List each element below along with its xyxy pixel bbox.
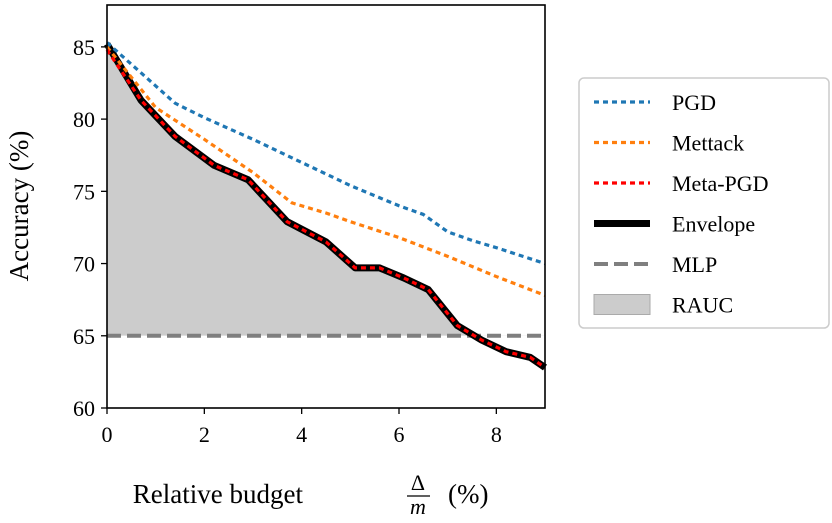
x-tick-label: 6 xyxy=(394,422,405,447)
legend-label: MLP xyxy=(672,252,717,277)
y-axis-label: Accuracy (%) xyxy=(4,131,34,282)
x-axis-label-numerator: Δ xyxy=(411,470,425,495)
x-axis-label-unit: (%) xyxy=(448,479,488,509)
rauc-area xyxy=(107,44,475,336)
legend-label: RAUC xyxy=(672,293,733,318)
legend-label: PGD xyxy=(672,90,716,115)
legend-label: Envelope xyxy=(672,212,755,237)
series-line xyxy=(105,45,546,297)
x-tick-label: 2 xyxy=(199,422,210,447)
y-tick-label: 85 xyxy=(73,35,95,60)
x-tick-label: 0 xyxy=(102,422,113,447)
legend-swatch xyxy=(593,294,651,315)
series-line xyxy=(104,42,547,371)
y-tick-label: 80 xyxy=(73,107,95,132)
y-tick-label: 60 xyxy=(73,396,95,421)
y-tick-label: 65 xyxy=(73,324,95,349)
x-axis-label: Relative budget xyxy=(133,479,304,509)
y-tick-label: 70 xyxy=(73,252,95,277)
x-tick-label: 4 xyxy=(296,422,307,447)
x-axis-label-denominator: m xyxy=(410,494,426,518)
legend-label: Meta-PGD xyxy=(672,171,769,196)
plot-frame xyxy=(106,4,546,409)
legend-box xyxy=(578,77,830,329)
x-tick-label: 8 xyxy=(491,422,502,447)
y-tick-label: 75 xyxy=(73,179,95,204)
legend-label: Mettack xyxy=(672,131,744,156)
